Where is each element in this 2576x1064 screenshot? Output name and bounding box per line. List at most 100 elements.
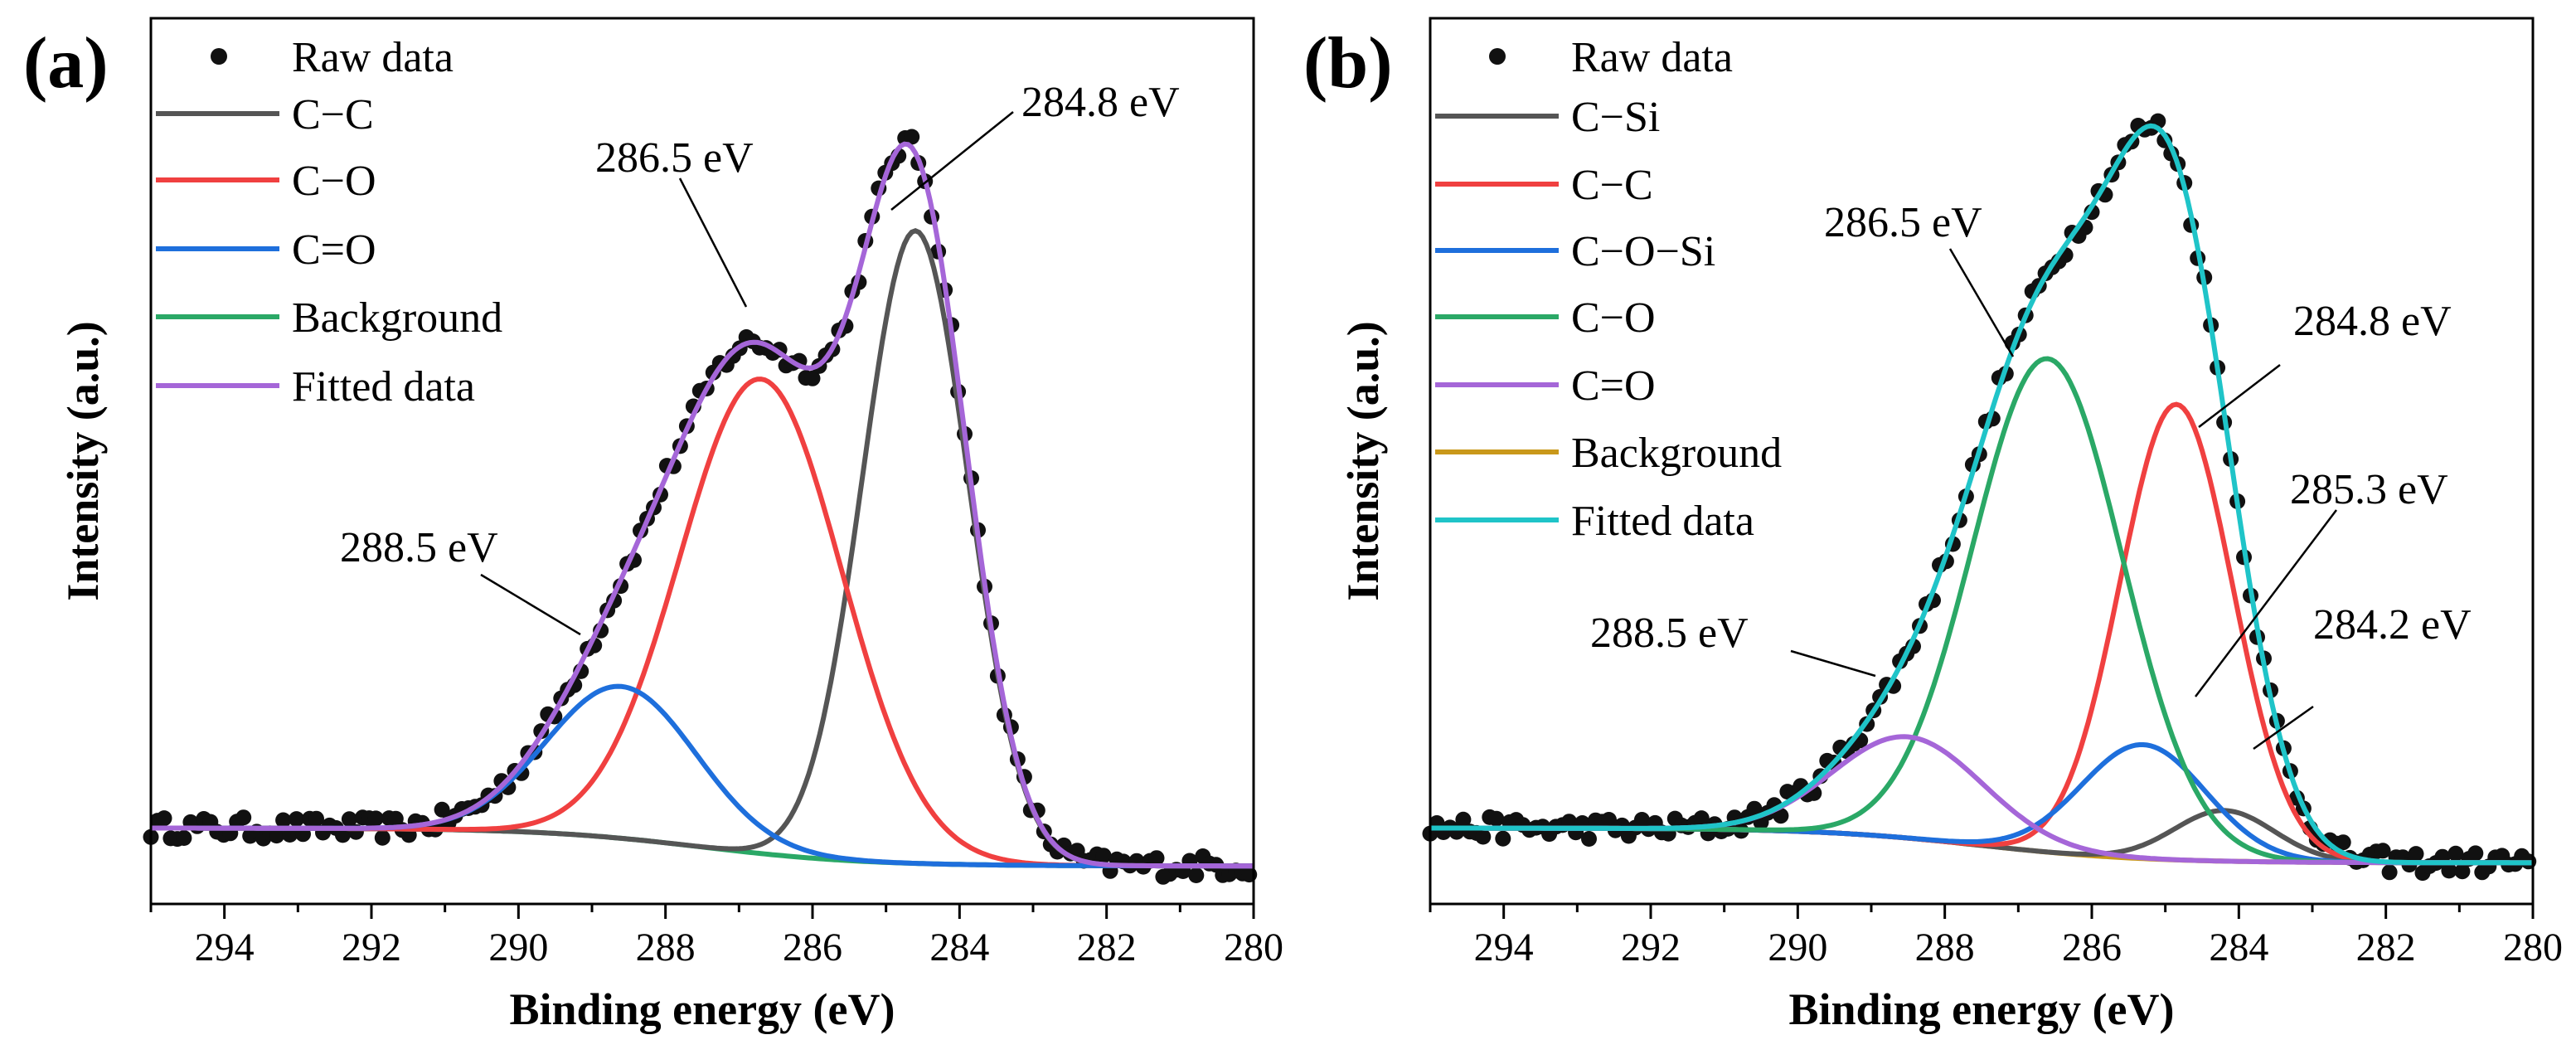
panel-b: (b) 294 292 290 288 286 284 282 280 Binding ene…: [1303, 17, 2563, 1034]
panel-b-frame: [1429, 17, 2535, 906]
annotation-arrow-284-8: [890, 111, 1014, 211]
legend-label-c-si: C−Si: [1571, 94, 1660, 141]
a-x-tick-label: 288: [636, 926, 696, 969]
panel-a-label: (a): [23, 23, 109, 104]
legend-label-fitted-data: Fitted data: [1571, 498, 1754, 545]
annotation-arrow-284-8: [2198, 364, 2281, 428]
panel-b-annotations: 286.5 eV 284.8 eV 285.3 eV 284.2 eV 288.…: [1590, 199, 2472, 751]
a-raw-data-point: [308, 810, 324, 827]
b-raw-data-point: [2408, 846, 2424, 862]
b-x-tick-label: 280: [2503, 926, 2563, 969]
b-raw-data-point: [2467, 845, 2484, 862]
a-raw-data-point: [235, 809, 252, 826]
a-x-tick-label: 290: [488, 926, 548, 969]
a-raw-data-point: [334, 827, 351, 843]
b-raw-data-point: [2335, 834, 2351, 851]
b-x-tick-label: 288: [1915, 926, 1975, 969]
a-raw-data-point: [176, 830, 192, 846]
a-x-tick-label: 286: [783, 926, 842, 969]
a-raw-data-point: [374, 829, 391, 846]
legend-label-c-o: C−O: [1571, 294, 1656, 342]
a-raw-data-point: [341, 811, 357, 828]
legend-label-background: Background: [1571, 430, 1782, 477]
a-raw-data-point: [904, 129, 920, 145]
legend-label-fitted-data: Fitted data: [292, 363, 475, 411]
legend-label-c-double-o: C=O: [292, 226, 376, 274]
legend-label-c-o-si: C−O−Si: [1571, 228, 1715, 275]
a-raw-data-point: [275, 812, 292, 828]
b-raw-data-point: [1495, 830, 1511, 847]
legend-label-c-c: C−C: [1571, 162, 1653, 209]
a-x-tick-label: 282: [1077, 926, 1137, 969]
annotation-288-5: 288.5 eV: [340, 524, 498, 571]
legend-marker-raw-data: [1489, 48, 1506, 65]
b-raw-data-point: [1581, 831, 1597, 847]
b-raw-data-point: [2381, 864, 2398, 881]
annotation-arrow-284-2: [2253, 705, 2314, 751]
b-series-fitted-data: [1430, 123, 2533, 866]
b-x-tick-label: 286: [2062, 926, 2122, 969]
b-x-tick-label: 294: [1474, 926, 1534, 969]
annotation-arrow-288-5: [480, 573, 581, 636]
panel-a-y-axis-title: Intensity (a.u.): [58, 321, 108, 601]
a-raw-data-point: [156, 810, 172, 827]
a-series-c-double-o: [151, 683, 1254, 869]
a-raw-data-point: [289, 811, 305, 828]
panel-a-frame: [149, 17, 1255, 906]
legend-label-raw-data: Raw data: [1571, 34, 1733, 81]
a-series-fitted-data: [151, 141, 1254, 869]
annotation-arrow-286-5: [1948, 248, 2015, 357]
legend-label-background: Background: [292, 294, 502, 342]
b-x-tick-label: 290: [1768, 926, 1827, 969]
a-x-tick-label: 280: [1224, 926, 1283, 969]
a-x-tick-label: 294: [195, 926, 255, 969]
b-x-tick-label: 284: [2209, 926, 2268, 969]
a-raw-data-point: [367, 810, 384, 827]
panel-b-label: (b): [1303, 23, 1393, 104]
annotation-286-5: 286.5 eV: [595, 134, 754, 182]
b-raw-data-point: [2454, 863, 2471, 880]
annotation-288-5: 288.5 eV: [1590, 610, 1749, 657]
annotation-284-8: 284.8 eV: [2293, 298, 2452, 345]
a-raw-data-point: [1148, 850, 1165, 867]
b-raw-data-point: [1455, 811, 1472, 828]
legend-label-c-o: C−O: [292, 158, 376, 205]
panel-a-x-axis-title: Binding energy (eV): [510, 984, 895, 1034]
panel-b-legend: Raw data C−Si C−C C−O−Si C−O C=O Backgro…: [1435, 34, 1782, 545]
b-raw-data-point: [1746, 800, 1763, 817]
legend-marker-raw-data: [211, 48, 227, 65]
a-raw-data-point: [804, 370, 821, 386]
panel-b-x-ticks: 294 292 290 288 286 284 282 280: [1429, 904, 2563, 969]
a-x-tick-label: 292: [342, 926, 401, 969]
annotation-arrow-286-5: [678, 177, 748, 308]
b-raw-data-point: [1693, 810, 1710, 827]
panel-a-legend: Raw data C−C C−O C=O Background Fitted d…: [156, 34, 502, 411]
panel-a-plot-area: [143, 129, 1258, 885]
b-raw-data-point: [2441, 862, 2457, 879]
b-x-tick-label: 292: [1621, 926, 1681, 969]
annotation-284-2: 284.2 eV: [2313, 601, 2472, 649]
a-raw-data-point: [1188, 867, 1205, 883]
a-raw-data-point: [269, 828, 285, 844]
annotation-arrow-288-5: [1790, 649, 1876, 678]
a-raw-data-point: [1095, 848, 1112, 864]
legend-label-c-c: C−C: [292, 91, 374, 138]
panel-b-y-axis-title: Intensity (a.u.): [1338, 321, 1388, 601]
annotation-286-5: 286.5 eV: [1824, 199, 1982, 246]
panel-a-annotations: 284.8 eV 286.5 eV 288.5 eV: [340, 79, 1180, 636]
b-x-tick-label: 282: [2356, 926, 2416, 969]
annotation-284-8: 284.8 eV: [1021, 79, 1180, 126]
b-raw-data-point: [1773, 808, 1789, 824]
panel-a: (a) 294 292 290 288 286 284 282 280 Binding ene…: [23, 17, 1283, 1034]
b-raw-data-point: [1488, 810, 1505, 827]
legend-label-raw-data: Raw data: [292, 34, 454, 81]
a-series-c-o: [151, 377, 1254, 869]
panel-a-x-ticks: 294 292 290 288 286 284 282 280: [149, 904, 1283, 969]
a-x-tick-label: 284: [929, 926, 989, 969]
b-raw-data-point: [1475, 828, 1492, 845]
b-raw-data-point: [2447, 845, 2464, 862]
panel-b-x-axis-title: Binding energy (eV): [1789, 984, 2175, 1034]
a-raw-data-point: [434, 801, 450, 818]
panel-b-plot-area: [1422, 113, 2537, 882]
